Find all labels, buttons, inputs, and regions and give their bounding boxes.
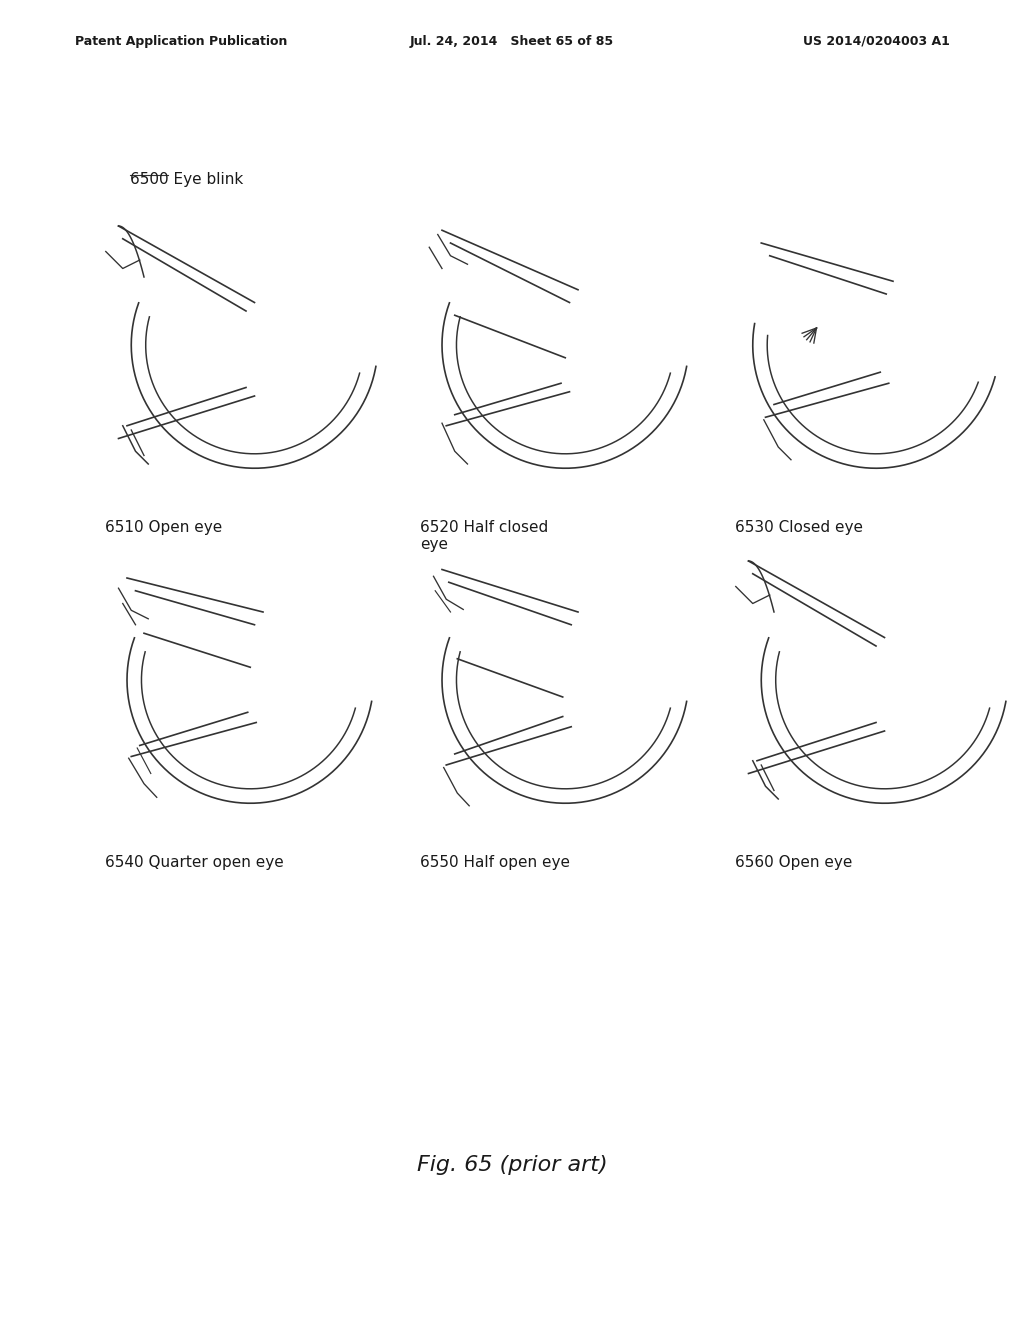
Text: 6520 Half closed
eye: 6520 Half closed eye [420,520,548,552]
Text: Fig. 65 (prior art): Fig. 65 (prior art) [417,1155,607,1175]
Text: Jul. 24, 2014   Sheet 65 of 85: Jul. 24, 2014 Sheet 65 of 85 [410,36,614,48]
Text: US 2014/0204003 A1: US 2014/0204003 A1 [803,36,950,48]
Text: 6550 Half open eye: 6550 Half open eye [420,855,570,870]
Text: 6530 Closed eye: 6530 Closed eye [735,520,863,535]
Text: 6510 Open eye: 6510 Open eye [105,520,222,535]
Text: 6540 Quarter open eye: 6540 Quarter open eye [105,855,284,870]
Text: Patent Application Publication: Patent Application Publication [75,36,288,48]
Text: 6500 Eye blink: 6500 Eye blink [130,172,244,187]
Text: 6560 Open eye: 6560 Open eye [735,855,852,870]
